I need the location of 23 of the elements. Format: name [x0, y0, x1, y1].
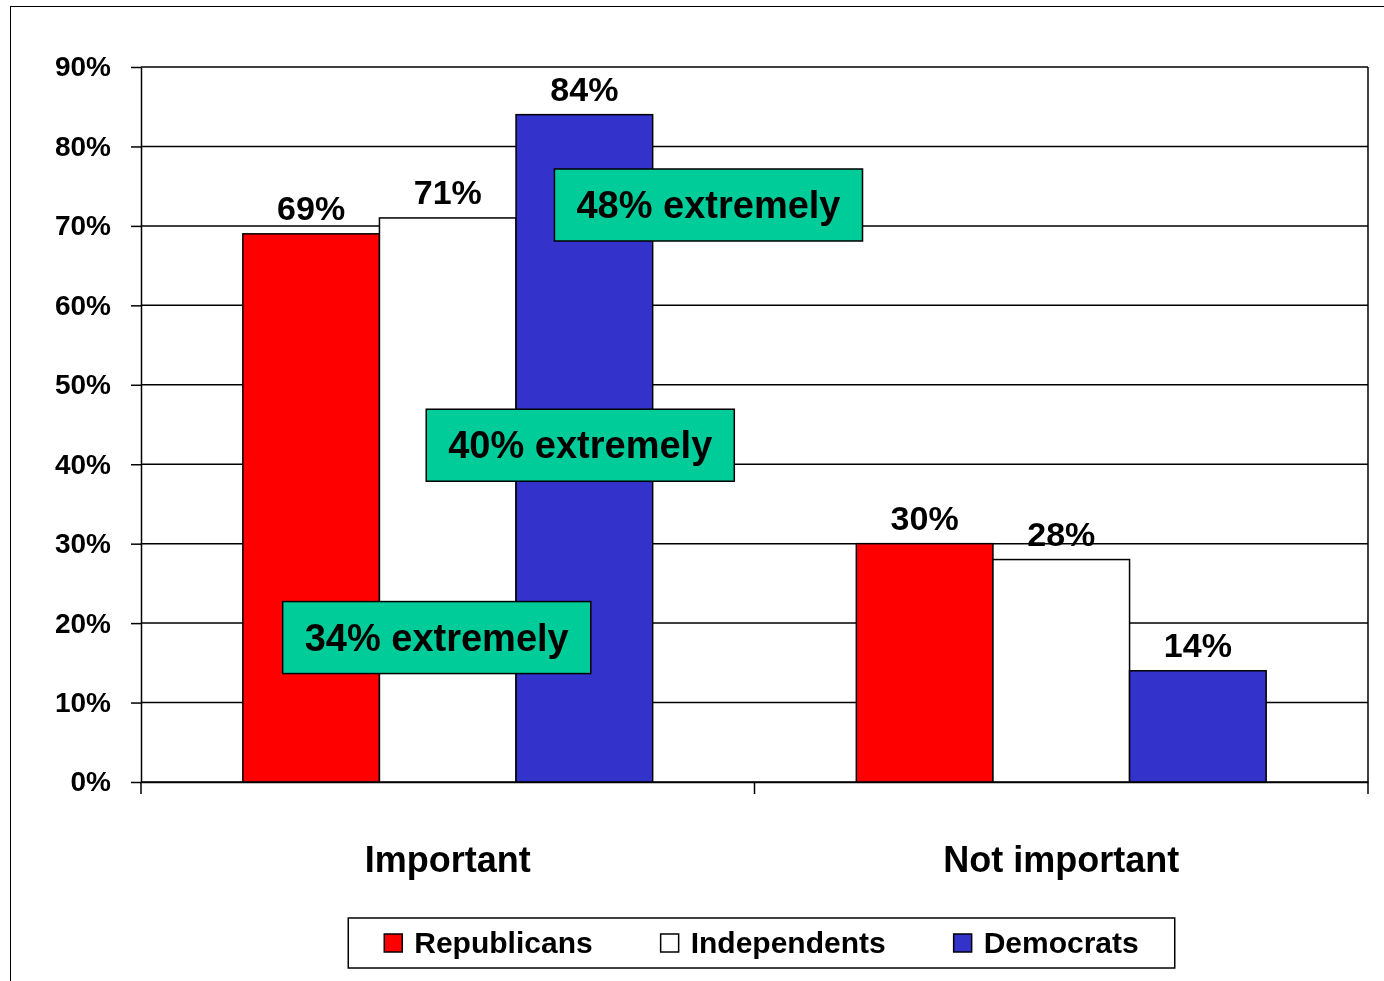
annotation: 34% extremely [304, 616, 569, 659]
y-tick-label: 70% [54, 210, 112, 242]
y-tick-label: 10% [54, 687, 112, 719]
annotation: 48% extremely [576, 183, 841, 226]
legend-label: Independents [690, 926, 886, 959]
y-tick-label: 0% [70, 766, 112, 798]
x-tick-label: Important [364, 838, 531, 880]
data-label: 69% [277, 188, 346, 227]
data-label: 14% [1163, 625, 1232, 664]
y-tick-label: 80% [54, 130, 112, 162]
data-label: 71% [413, 172, 482, 211]
y-tick-label: 50% [54, 369, 112, 401]
data-label: 84% [550, 69, 619, 108]
legend-label: Republicans [414, 926, 593, 959]
y-tick-label: 60% [54, 289, 112, 321]
legend-label: Democrats [983, 926, 1139, 959]
annotation: 40% extremely [448, 424, 713, 467]
y-tick-label: 30% [54, 528, 112, 560]
y-tick-label: 90% [54, 51, 112, 83]
y-tick-label: 20% [54, 607, 112, 639]
data-label: 30% [890, 498, 959, 537]
x-tick-label: Not important [943, 838, 1180, 880]
y-tick-label: 40% [54, 448, 112, 480]
